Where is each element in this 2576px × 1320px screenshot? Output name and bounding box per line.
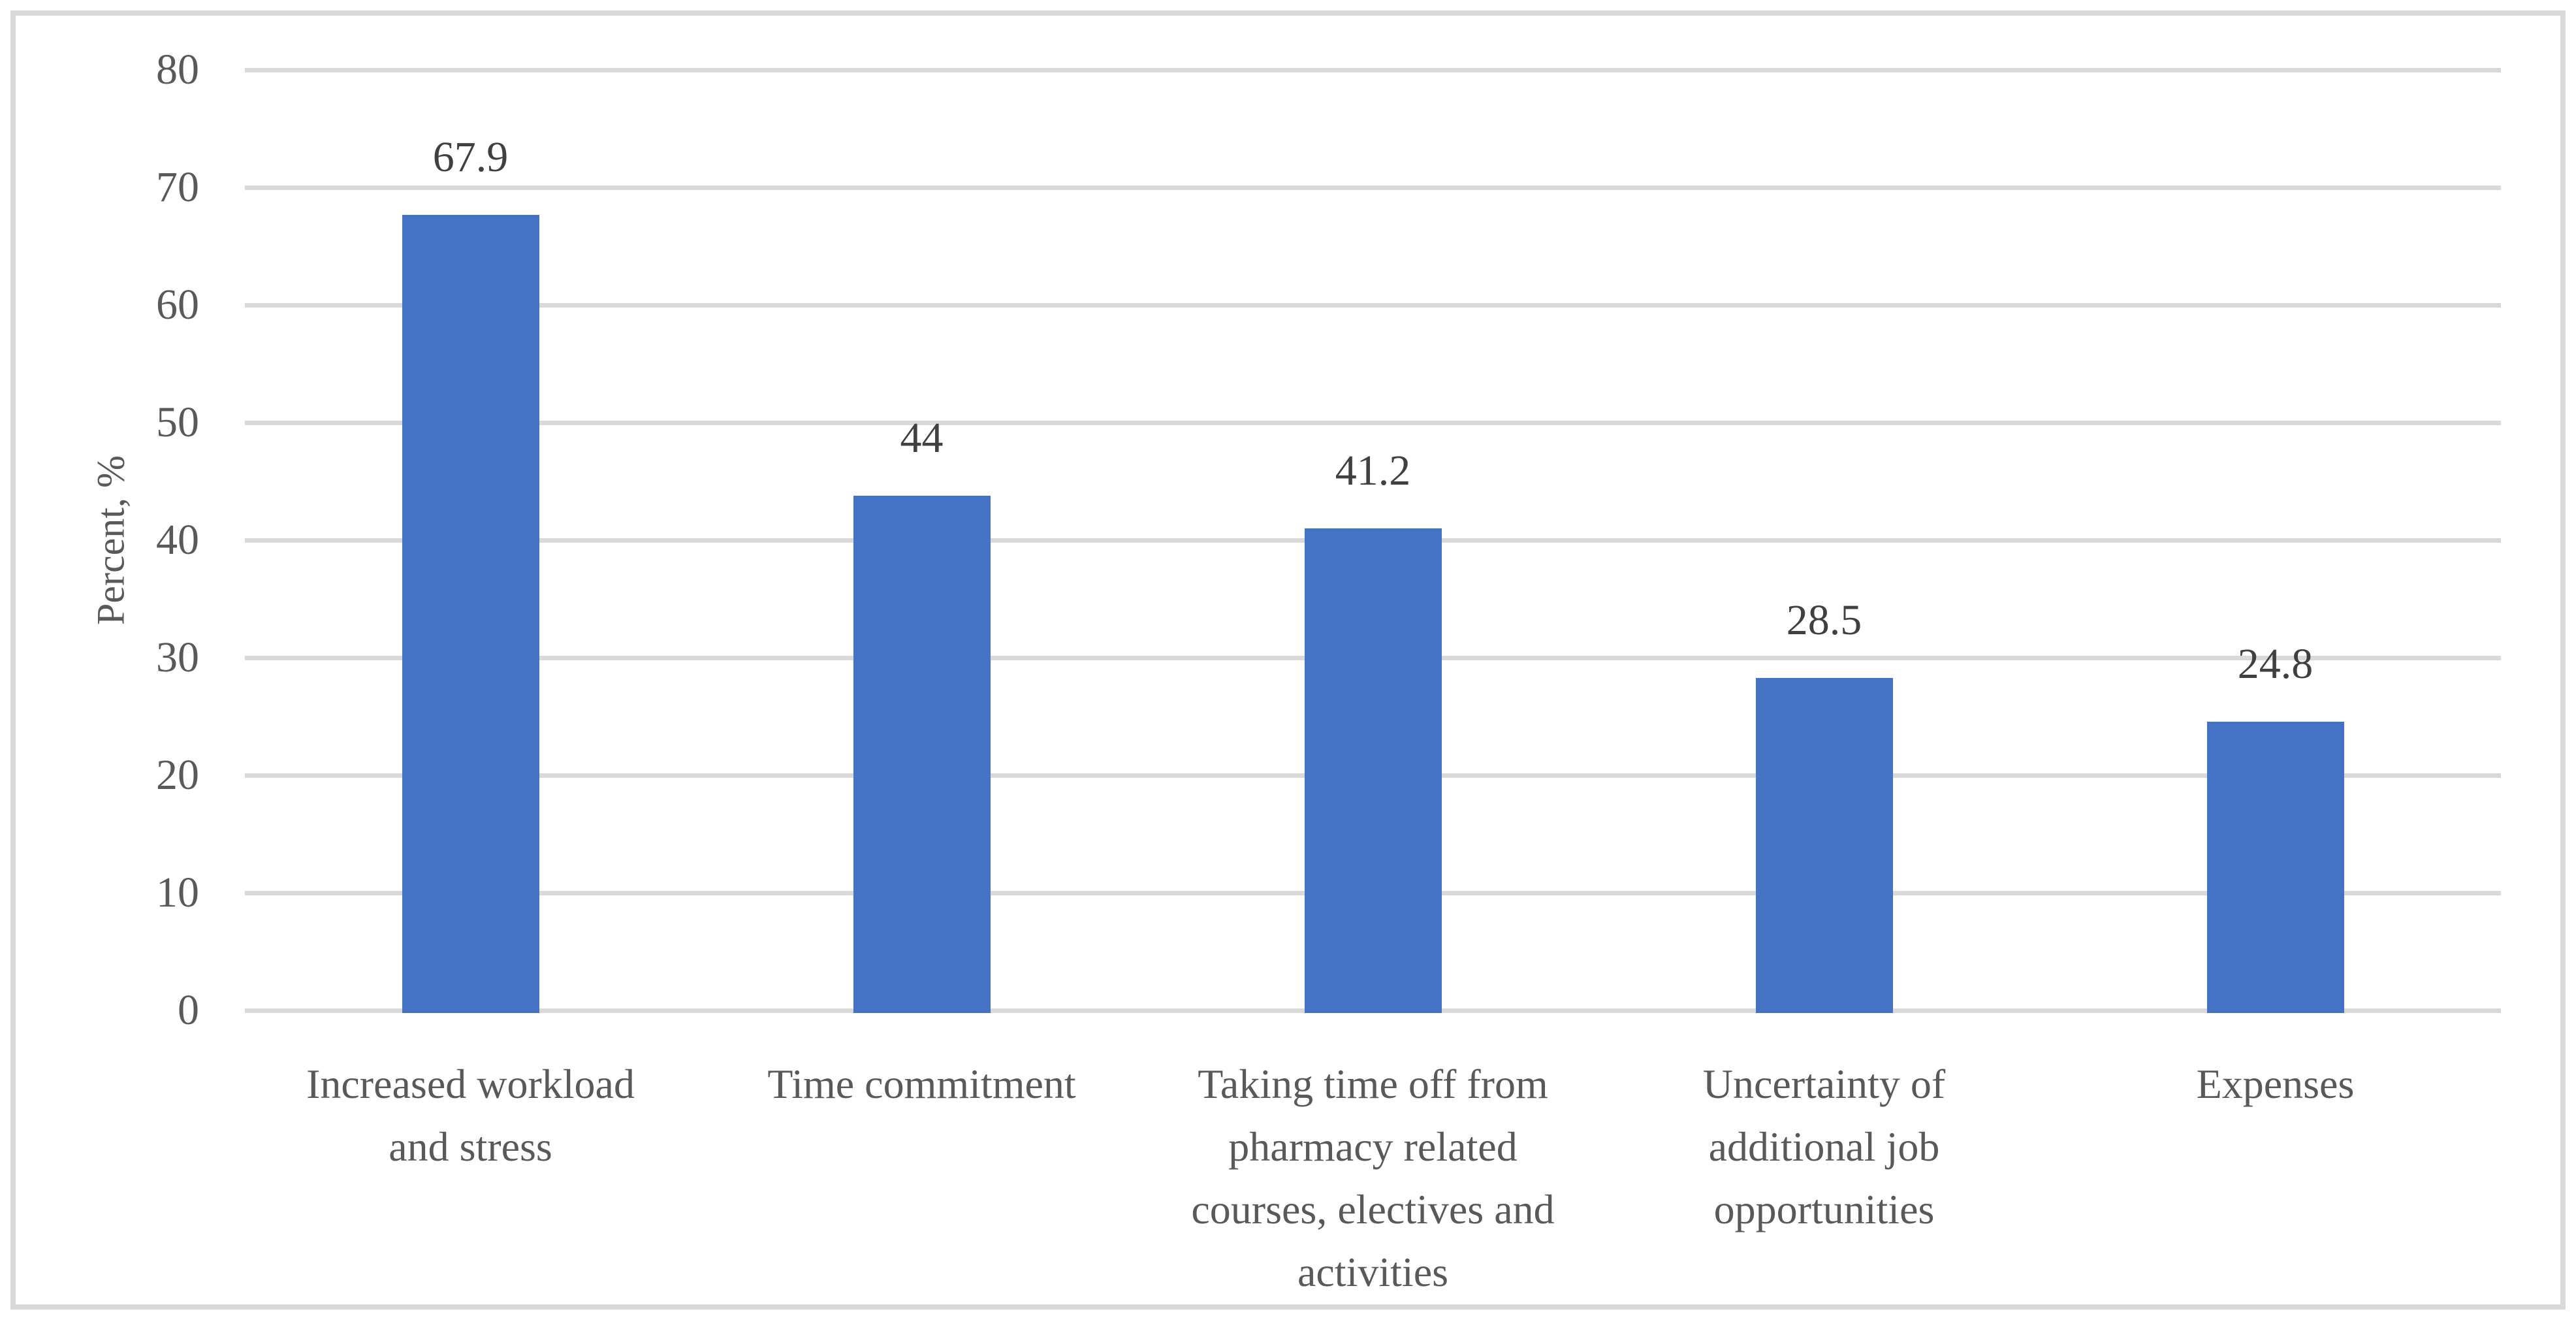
category-label-line: opportunities — [1713, 1186, 1935, 1232]
y-tick-label: 40 — [156, 516, 199, 564]
category-label-line: Increased workload — [306, 1061, 635, 1107]
category-label-line: Time commitment — [767, 1061, 1076, 1107]
y-tick-label: 30 — [156, 634, 199, 681]
category-label-uncertainty-job: Uncertainty of additional job opportunit… — [1598, 1053, 2050, 1241]
y-tick-label: 60 — [156, 281, 199, 329]
gridline-50 — [245, 421, 2501, 425]
y-axis-tick-labels: 80 70 60 50 40 30 20 10 0 — [0, 46, 199, 1034]
category-label-line: and stress — [389, 1123, 552, 1170]
gridline-70 — [245, 185, 2501, 190]
category-label-taking-time-off: Taking time off from pharmacy related co… — [1147, 1053, 1598, 1304]
bar-uncertainty-job-opportunities — [1755, 678, 1893, 1013]
category-label-line: pharmacy related — [1228, 1123, 1518, 1170]
category-label-line: Taking time off from — [1198, 1061, 1548, 1107]
bar-slot: 24.8 — [2050, 70, 2501, 1013]
y-tick-label: 10 — [156, 869, 199, 916]
bar-slot: 28.5 — [1598, 70, 2050, 1013]
category-label-time-commitment: Time commitment — [696, 1053, 1147, 1116]
gridline-60 — [245, 303, 2501, 308]
bar-time-commitment — [853, 496, 991, 1013]
plot-area: 67.9 44 41.2 28.5 24.8 — [245, 68, 2501, 1016]
data-label: 24.8 — [2237, 639, 2314, 688]
y-tick-label: 70 — [156, 163, 199, 211]
data-label: 41.2 — [1335, 447, 1411, 495]
category-label-line: activities — [1297, 1249, 1449, 1295]
category-label-expenses: Expenses — [2050, 1053, 2501, 1116]
category-label-line: Uncertainty of — [1702, 1061, 1946, 1107]
bar-slot: 41.2 — [1147, 70, 1598, 1013]
y-tick-label: 20 — [156, 751, 199, 799]
figure-border — [10, 10, 2566, 1310]
bar-expenses — [2206, 721, 2344, 1013]
bar-increased-workload-and-stress — [402, 214, 539, 1013]
category-label-line: additional job — [1708, 1123, 1940, 1170]
y-tick-label: 50 — [156, 398, 199, 446]
category-label-line: Expenses — [2196, 1061, 2355, 1107]
bar-slot: 44 — [696, 70, 1147, 1013]
data-label: 44 — [900, 414, 944, 462]
category-label-line: courses, electives and — [1191, 1186, 1555, 1232]
data-label: 28.5 — [1786, 596, 1862, 644]
data-label: 67.9 — [432, 133, 509, 181]
gridline-80 — [245, 68, 2501, 72]
y-tick-label: 80 — [156, 46, 199, 93]
category-label-increased-workload: Increased workload and stress — [245, 1053, 696, 1178]
y-tick-label: 0 — [178, 986, 199, 1034]
bar-taking-time-off — [1304, 528, 1442, 1013]
bar-slot: 67.9 — [245, 70, 696, 1013]
